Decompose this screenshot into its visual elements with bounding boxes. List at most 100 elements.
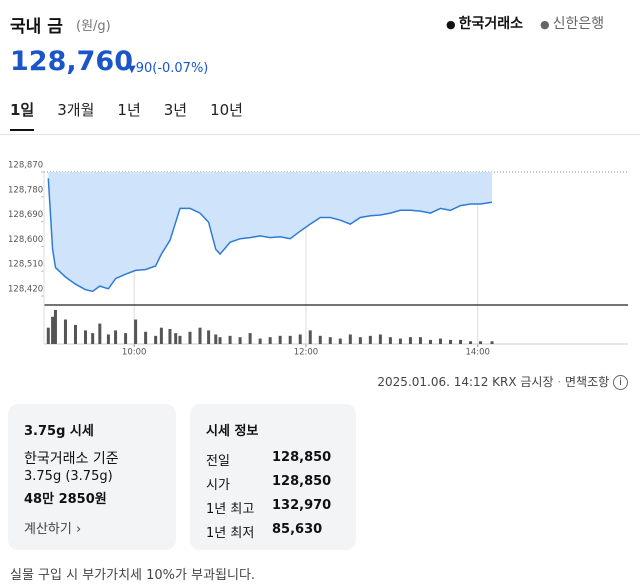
volume-bar <box>479 341 483 344</box>
volume-bar <box>318 335 322 344</box>
calc-link[interactable]: 계산하기 › <box>24 522 82 537</box>
volume-bar <box>214 334 218 344</box>
weight: 3.75g (3.75g) <box>24 469 113 484</box>
volume-bar <box>248 333 252 344</box>
volume-bar <box>328 337 332 344</box>
title: 국내 금 <box>10 17 63 37</box>
volume-bar <box>268 337 272 344</box>
volume-bar <box>154 335 158 344</box>
tab[interactable]: 3개월 <box>57 101 95 119</box>
volume-bar <box>46 327 50 344</box>
volume-bar <box>73 324 77 344</box>
disclaimer[interactable]: 면책조항 <box>565 375 610 389</box>
source-label: 신한은행 <box>552 16 605 32</box>
volume-bar <box>398 338 402 344</box>
volume-bar <box>408 337 412 344</box>
info-card: 시세 정보 전일 128,850 시가 128,850 1년 최고 132,970 1… <box>190 404 356 550</box>
timestamp-text: 2025.01.06. 14:12 KRX 금시장 <box>377 375 554 389</box>
line <box>47 178 493 293</box>
y-tick-label: 128,690 <box>8 210 43 220</box>
timestamp: 2025.01.06. 14:12 KRX 금시장 · 면책조항 i <box>377 373 628 390</box>
volume-bar <box>490 341 494 344</box>
volume-bar <box>144 331 148 344</box>
y-tick-label: 128,780 <box>8 185 43 195</box>
volume-bar <box>63 319 67 344</box>
row-key: 시가 <box>206 478 230 493</box>
volume-bar <box>114 330 118 344</box>
weight-card: 3.75g 시세 한국거래소 기준 3.75g (3.75g) 48만 2850… <box>8 404 176 550</box>
y-tick-label: 128,420 <box>8 285 43 295</box>
row-key: 1년 최고 <box>206 502 255 517</box>
source-label: 한국거래소 <box>458 16 524 32</box>
volume-bar <box>178 335 182 344</box>
info-row: 전일 128,850 <box>206 450 331 469</box>
volume-bar <box>51 316 55 344</box>
info-row: 시가 128,850 <box>206 474 331 493</box>
volume-bar <box>218 337 222 344</box>
tab[interactable]: 3년 <box>163 101 188 119</box>
source-tab[interactable]: ● 한국거래소 <box>446 16 524 32</box>
row-key: 1년 최저 <box>206 526 255 541</box>
volume-bar <box>188 331 192 344</box>
volume-bar <box>438 338 442 344</box>
amount: 48만 2850원 <box>24 492 107 507</box>
volume-bar <box>134 319 138 344</box>
y-tick-label: 128,600 <box>8 235 43 245</box>
row-key: 전일 <box>206 454 230 469</box>
volume-bar <box>388 337 392 344</box>
basis: 한국거래소 기준 <box>24 451 119 467</box>
card-title: 시세 정보 <box>206 424 259 439</box>
volume-bar <box>428 339 432 344</box>
tab[interactable]: 1년 <box>117 101 141 119</box>
tab[interactable]: 10년 <box>210 101 243 119</box>
volume-bar <box>418 337 422 344</box>
volume-bar <box>358 337 362 344</box>
x-tick-label: 14:00 <box>465 348 490 358</box>
volume-bar <box>368 335 372 344</box>
volume-bar <box>207 330 211 344</box>
info-row: 1년 최저 85,630 <box>206 522 322 541</box>
row-value: 128,850 <box>272 450 332 465</box>
volume-bar <box>338 338 342 344</box>
card-title: 3.75g 시세 <box>24 424 94 439</box>
volume-bar <box>278 335 282 344</box>
volume-bar <box>198 327 202 344</box>
volume-bar <box>469 341 473 344</box>
volume-bar <box>308 330 312 344</box>
calc-text: 계산하기 <box>24 522 72 537</box>
volume-bar <box>159 327 163 344</box>
volume-bar <box>348 334 352 344</box>
volume-bar <box>124 333 128 344</box>
volume-bar <box>378 334 382 344</box>
volume-bar <box>288 335 292 344</box>
unit: (원/g) <box>76 19 111 34</box>
price: 128,760 <box>10 46 133 77</box>
volume-bar <box>298 334 302 344</box>
note: 실물 구입 시 부가가치세 10%가 부과됩니다. <box>10 568 256 583</box>
volume-bar <box>53 310 57 344</box>
volume-bar <box>258 338 262 344</box>
volume-bar <box>174 333 178 344</box>
volume-bar <box>91 333 95 344</box>
y-tick-label: 128,870 <box>8 161 43 171</box>
area <box>48 172 493 292</box>
info-row: 1년 최고 132,970 <box>206 498 331 517</box>
period-tabs: 1일 3개월 1년 3년 10년 <box>10 99 266 131</box>
volume-bar <box>228 335 232 344</box>
x-tick-label: 10:00 <box>122 348 147 358</box>
volume-bar <box>98 323 102 344</box>
divider <box>0 134 640 135</box>
tab[interactable]: 1일 <box>10 99 35 131</box>
row-value: 132,970 <box>272 498 332 513</box>
volume-bar <box>168 329 172 344</box>
volume-bar <box>84 330 88 344</box>
x-tick-label: 12:00 <box>294 348 319 358</box>
source-tab[interactable]: ● 신한은행 <box>540 16 605 32</box>
chart: 10:00 12:00 14:00 128,870 128,780 128,690 128,… <box>8 161 628 358</box>
change-text: 90(-0.07%) <box>135 61 209 76</box>
y-tick-label: 128,510 <box>8 260 43 270</box>
row-value: 85,630 <box>272 522 323 537</box>
volume-bar <box>449 339 453 344</box>
